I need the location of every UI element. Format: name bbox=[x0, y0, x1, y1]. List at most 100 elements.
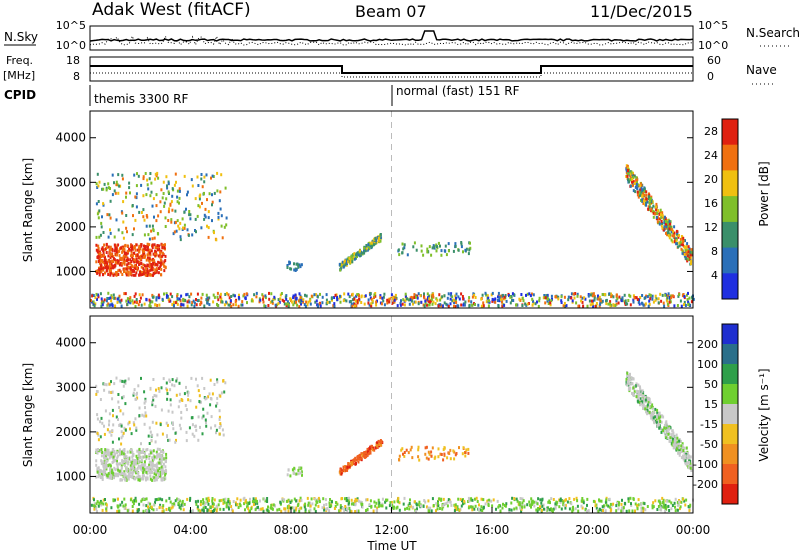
data-cell bbox=[156, 433, 159, 437]
data-cell bbox=[465, 448, 468, 452]
data-cell bbox=[490, 499, 493, 503]
data-cell bbox=[389, 501, 392, 505]
data-cell bbox=[665, 222, 667, 226]
data-cell bbox=[107, 254, 110, 258]
data-cell bbox=[673, 441, 676, 445]
data-cell bbox=[456, 505, 459, 509]
data-cell bbox=[162, 457, 165, 461]
data-cell bbox=[207, 235, 210, 239]
data-cell bbox=[186, 292, 189, 296]
data-cell bbox=[668, 236, 671, 240]
data-cell bbox=[146, 253, 149, 257]
data-cell bbox=[183, 174, 186, 178]
colorbar-tick-label: 16 bbox=[704, 197, 718, 210]
data-cell bbox=[244, 498, 247, 502]
data-cell bbox=[416, 296, 419, 300]
data-cell bbox=[268, 297, 271, 301]
data-cell bbox=[302, 300, 305, 304]
data-cell bbox=[192, 299, 195, 303]
data-cell bbox=[110, 433, 113, 437]
data-cell bbox=[662, 228, 665, 232]
data-cell bbox=[469, 241, 471, 245]
data-cell bbox=[277, 302, 280, 306]
data-cell bbox=[605, 498, 608, 502]
data-cell bbox=[299, 471, 302, 475]
data-cell bbox=[280, 292, 283, 295]
data-cell bbox=[271, 507, 274, 511]
data-cell bbox=[190, 292, 193, 296]
data-cell bbox=[453, 304, 455, 308]
data-cell bbox=[369, 244, 372, 248]
data-cell bbox=[219, 292, 222, 296]
data-cell bbox=[92, 504, 95, 508]
data-cell bbox=[116, 472, 118, 476]
data-cell bbox=[654, 212, 657, 216]
data-cell bbox=[605, 496, 608, 500]
data-cell bbox=[607, 302, 610, 306]
data-cell bbox=[126, 297, 129, 301]
data-cell bbox=[95, 384, 98, 388]
data-cell bbox=[468, 304, 471, 308]
data-cell bbox=[191, 184, 194, 188]
data-cell bbox=[646, 505, 649, 508]
data-cell bbox=[689, 503, 692, 507]
data-cell bbox=[184, 299, 187, 303]
data-cell bbox=[642, 407, 644, 410]
data-cell bbox=[594, 504, 597, 508]
data-cell bbox=[644, 405, 647, 409]
x-tick-label: 04:00 bbox=[173, 523, 208, 537]
data-cell bbox=[97, 253, 100, 257]
data-cell bbox=[373, 500, 376, 504]
data-cell bbox=[648, 198, 651, 202]
data-cell bbox=[666, 426, 669, 429]
data-cell bbox=[206, 509, 209, 513]
data-cell bbox=[515, 497, 518, 501]
velocity-cells bbox=[90, 371, 694, 514]
data-cell bbox=[258, 499, 261, 503]
data-cell bbox=[402, 502, 405, 506]
data-cell bbox=[150, 249, 153, 253]
data-cell bbox=[615, 509, 618, 513]
data-cell bbox=[206, 296, 209, 300]
data-cell bbox=[102, 231, 105, 234]
data-cell bbox=[96, 500, 99, 504]
data-cell bbox=[244, 296, 247, 300]
data-cell bbox=[154, 253, 157, 257]
data-cell bbox=[597, 297, 600, 301]
data-cell bbox=[122, 431, 125, 435]
data-cell bbox=[136, 172, 138, 176]
data-cell bbox=[290, 267, 293, 271]
data-cell bbox=[439, 298, 442, 302]
data-cell bbox=[197, 204, 200, 208]
data-cell bbox=[160, 263, 162, 267]
data-cell bbox=[627, 376, 630, 379]
data-cell bbox=[683, 295, 686, 298]
data-cell bbox=[135, 243, 138, 247]
data-cell bbox=[228, 296, 231, 300]
data-cell bbox=[644, 407, 647, 411]
data-cell bbox=[501, 506, 504, 510]
data-cell bbox=[270, 503, 273, 507]
data-cell bbox=[504, 294, 507, 297]
data-cell bbox=[462, 303, 465, 307]
data-cell bbox=[412, 302, 414, 306]
data-cell bbox=[129, 296, 132, 300]
data-cell bbox=[610, 295, 613, 299]
data-cell bbox=[664, 421, 667, 425]
data-cell bbox=[434, 455, 437, 459]
data-cell bbox=[125, 251, 128, 255]
data-cell bbox=[209, 403, 212, 407]
data-cell bbox=[142, 194, 145, 198]
data-cell bbox=[134, 496, 137, 500]
data-cell bbox=[191, 432, 194, 436]
data-cell bbox=[149, 268, 152, 272]
data-cell bbox=[113, 189, 116, 193]
data-cell bbox=[564, 498, 567, 502]
data-cell bbox=[165, 456, 168, 460]
data-cell bbox=[97, 293, 100, 297]
data-cell bbox=[409, 448, 412, 452]
data-cell bbox=[163, 204, 166, 208]
data-cell bbox=[168, 378, 171, 382]
data-cell bbox=[121, 246, 124, 250]
data-cell bbox=[225, 291, 228, 295]
